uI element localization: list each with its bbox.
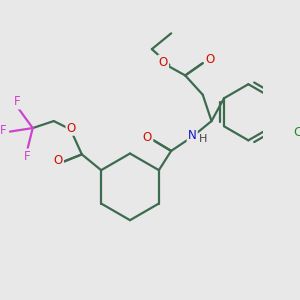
Text: F: F [24,150,31,163]
Text: O: O [67,122,76,135]
Text: H: H [199,134,207,145]
Text: O: O [205,53,214,66]
Text: Cl: Cl [293,126,300,139]
Text: F: F [14,95,20,108]
Text: N: N [188,130,197,142]
Text: O: O [53,154,63,167]
Text: F: F [0,124,6,137]
Text: O: O [143,131,152,144]
Text: O: O [159,56,168,69]
